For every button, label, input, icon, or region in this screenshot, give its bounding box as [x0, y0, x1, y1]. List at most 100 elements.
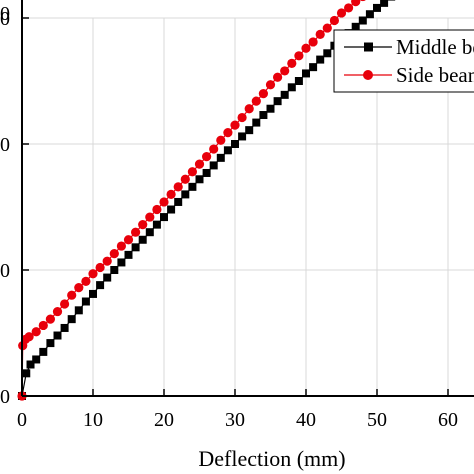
data-point — [145, 228, 154, 237]
data-point — [95, 262, 105, 273]
data-point — [96, 281, 105, 290]
data-point — [329, 15, 339, 26]
data-point — [216, 135, 226, 145]
data-point — [31, 327, 41, 337]
data-point — [81, 276, 91, 286]
data-point — [230, 120, 240, 130]
data-point — [237, 112, 247, 123]
data-point — [181, 190, 190, 199]
data-point — [145, 212, 155, 222]
data-point — [52, 306, 63, 317]
data-point — [365, 10, 374, 19]
x-tick-label: 50 — [367, 409, 387, 431]
legend-label: Side bean — [396, 63, 474, 87]
data-point — [309, 63, 318, 72]
data-point — [322, 23, 332, 33]
x-tick-label: 30 — [225, 409, 245, 431]
data-point — [60, 299, 70, 309]
data-point — [287, 83, 296, 92]
data-point — [252, 118, 261, 127]
data-point — [160, 213, 168, 222]
data-point — [194, 159, 205, 169]
x-tick-label: 40 — [296, 409, 316, 431]
data-point — [359, 0, 366, 2]
data-point — [336, 8, 347, 18]
data-point — [24, 332, 34, 342]
data-point — [259, 111, 268, 120]
data-point — [88, 269, 98, 279]
data-point — [74, 306, 83, 315]
data-point — [32, 355, 41, 364]
data-point — [351, 22, 360, 31]
data-point — [131, 243, 140, 252]
data-point — [273, 97, 282, 106]
axes — [21, 0, 474, 397]
data-point — [60, 323, 69, 332]
data-point — [167, 205, 176, 214]
data-point — [67, 290, 77, 300]
legend: Middle be Side bean — [333, 29, 474, 93]
data-point — [323, 49, 332, 58]
y-tick-label: 0 — [0, 260, 10, 282]
data-point — [251, 96, 261, 106]
data-point — [351, 0, 361, 7]
x-tick-label: 60 — [438, 409, 458, 431]
y-tick-label: 0 — [0, 3, 10, 25]
data-point — [316, 55, 325, 64]
data-point — [74, 283, 84, 293]
data-point — [53, 331, 62, 340]
data-point — [216, 153, 225, 162]
data-point — [287, 58, 297, 68]
data-point — [187, 167, 197, 177]
data-point — [294, 77, 303, 85]
data-point — [131, 227, 141, 237]
x-tick-label: 0 — [17, 409, 27, 431]
data-point — [209, 144, 219, 154]
data-point — [180, 174, 190, 184]
data-point — [124, 250, 133, 259]
data-point — [103, 273, 112, 282]
data-point — [138, 220, 148, 230]
data-point — [116, 241, 126, 251]
data-point — [280, 90, 289, 99]
data-point — [294, 51, 304, 61]
data-point — [202, 152, 212, 162]
data-point — [266, 104, 275, 113]
data-point — [174, 197, 183, 206]
data-point — [39, 347, 48, 356]
data-point — [387, 0, 396, 1]
data-point — [138, 235, 147, 244]
data-point — [46, 339, 55, 348]
data-point — [22, 369, 31, 378]
x-tick-label: 20 — [154, 409, 174, 431]
legend-marker — [363, 70, 373, 80]
data-point — [358, 16, 367, 25]
data-point — [280, 66, 290, 76]
data-point — [223, 146, 232, 155]
x-axis-title: Deflection (mm) — [198, 446, 345, 471]
data-point — [238, 132, 247, 141]
data-point — [315, 29, 325, 39]
data-point — [223, 128, 233, 138]
data-point — [152, 220, 161, 229]
data-point — [110, 266, 119, 274]
data-point — [152, 204, 162, 215]
data-point — [102, 256, 112, 266]
data-point — [301, 43, 311, 53]
data-point — [81, 297, 90, 306]
data-point — [109, 249, 119, 259]
data-point — [302, 69, 310, 78]
series-side-beam — [17, 0, 366, 401]
data-point — [173, 182, 183, 192]
data-point — [209, 161, 218, 170]
data-point — [244, 104, 254, 114]
data-point — [195, 175, 204, 184]
data-point — [67, 315, 76, 324]
series-middle-beam — [18, 0, 396, 400]
y-tick-label: 0 — [0, 8, 10, 30]
y-tick-label: 0 — [0, 386, 10, 408]
data-point — [159, 197, 169, 207]
x-tick-label: 10 — [83, 409, 103, 431]
data-point — [231, 140, 239, 148]
